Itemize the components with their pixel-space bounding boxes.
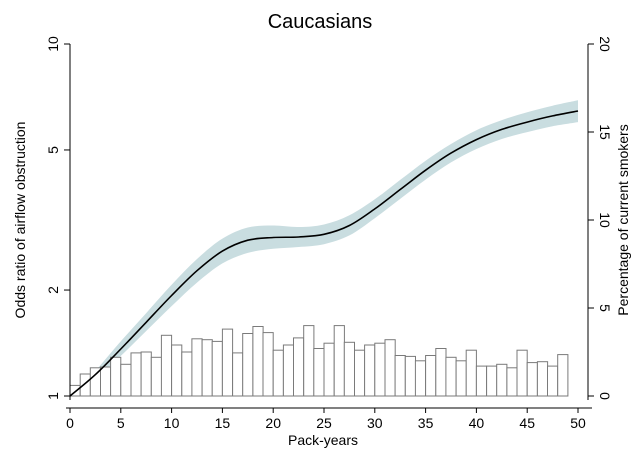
bar-22 — [282, 344, 295, 397]
x-tick-label-35: 35 — [418, 415, 434, 431]
odds-ratio-line — [69, 110, 579, 397]
bar-29 — [354, 349, 366, 397]
confidence-band-layer — [70, 100, 578, 397]
x-tick-label-40: 40 — [469, 415, 485, 431]
bar-15 — [211, 340, 223, 397]
bar-5 — [110, 356, 122, 397]
bar-2 — [79, 373, 91, 397]
x-tick-label-20: 20 — [265, 415, 281, 431]
bar-24 — [303, 325, 315, 397]
bar-40 — [465, 349, 477, 397]
bar-26 — [323, 342, 335, 397]
bar-19 — [252, 326, 264, 397]
bar-37 — [435, 348, 447, 397]
bar-13 — [191, 338, 203, 397]
bar-48 — [547, 365, 559, 397]
bar-14 — [201, 339, 213, 397]
bar-45 — [516, 349, 528, 397]
x-tick-label-50: 50 — [570, 415, 586, 431]
y-left-tick-label-5: 5 — [45, 146, 61, 154]
bar-38 — [445, 356, 457, 397]
bar-16 — [221, 328, 234, 397]
bar-7 — [130, 352, 142, 397]
bar-30 — [364, 344, 376, 397]
bar-17 — [232, 352, 244, 397]
bar-28 — [343, 341, 355, 397]
x-tick-label-15: 15 — [215, 415, 231, 431]
bar-43 — [496, 363, 508, 397]
bar-32 — [384, 339, 396, 397]
x-tick-label-30: 30 — [367, 415, 383, 431]
y-axis-left-title: Odds ratio of airflow obstruction — [12, 122, 28, 319]
bar-39 — [455, 360, 467, 397]
bar-21 — [272, 349, 284, 397]
bar-20 — [262, 332, 274, 397]
x-tick-label-0: 0 — [66, 415, 74, 431]
bar-36 — [425, 355, 437, 397]
bar-31 — [374, 342, 386, 397]
bar-41 — [475, 365, 488, 397]
bar-44 — [506, 367, 518, 397]
y-right-tick-label-5: 5 — [597, 304, 613, 312]
y-right-tick-label-0: 0 — [597, 392, 613, 400]
bar-layer — [69, 325, 569, 397]
x-tick-label-10: 10 — [164, 415, 180, 431]
bar-49 — [557, 354, 569, 397]
bar-6 — [120, 363, 132, 397]
bar-25 — [313, 348, 325, 397]
bar-11 — [171, 344, 183, 397]
x-tick-label-25: 25 — [316, 415, 332, 431]
bar-33 — [394, 355, 406, 397]
y-axis-right-title: Percentage of current smokers — [615, 124, 631, 315]
bar-12 — [181, 351, 193, 397]
bar-46 — [526, 362, 538, 397]
y-left-tick-label-1: 1 — [45, 392, 61, 400]
bar-4 — [100, 366, 112, 397]
y-right-tick-label-10: 10 — [597, 212, 613, 228]
line-layer — [69, 110, 579, 397]
bar-42 — [486, 365, 498, 397]
x-tick-label-45: 45 — [519, 415, 535, 431]
bar-18 — [242, 333, 254, 397]
confidence-band — [70, 100, 578, 397]
bar-34 — [404, 355, 416, 397]
y-left-tick-label-2: 2 — [45, 286, 61, 294]
x-tick-label-5: 5 — [117, 415, 125, 431]
bar-27 — [333, 325, 345, 397]
bar-35 — [414, 360, 427, 397]
bar-10 — [160, 334, 173, 397]
bar-9 — [150, 356, 163, 397]
y-right-tick-label-15: 15 — [597, 124, 613, 140]
bar-23 — [293, 337, 305, 397]
y-right-tick-label-20: 20 — [597, 36, 613, 52]
bar-8 — [140, 351, 152, 397]
x-axis-title: Pack-years — [288, 432, 358, 448]
chart-title: Caucasians — [268, 11, 373, 33]
y-left-tick-label-10: 10 — [45, 36, 61, 52]
bar-47 — [536, 361, 549, 397]
